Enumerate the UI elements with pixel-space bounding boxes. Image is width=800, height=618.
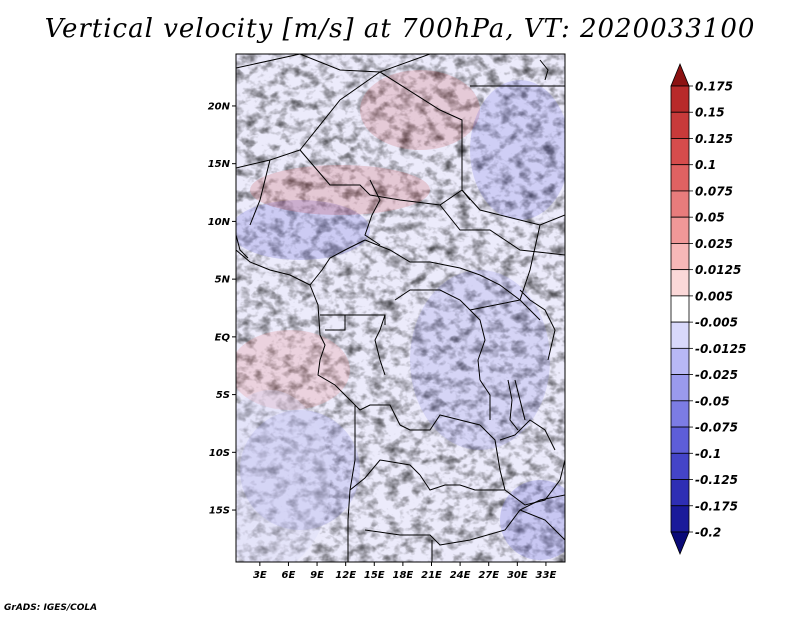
colorbar-box: [670, 347, 690, 375]
colorbar-label: 0.175: [695, 80, 733, 94]
lat-tick-label: EQ: [215, 332, 231, 343]
colorbar: 0.175 0.15 0.125 0.1 0.075 0.05 0.025 0.0125 0.0…: [670, 62, 746, 556]
colorbar-label: 0.025: [695, 237, 733, 251]
longitude-axis: 3E 6E 9E 12E 15E 18E 21E 24E 27E 30E 33E: [253, 562, 557, 581]
lon-tick-label: 24E: [450, 570, 471, 581]
colorbar-box: [670, 243, 690, 271]
colorbar-label: -0.175: [695, 499, 738, 513]
colorbar-box: [670, 295, 690, 323]
colorbar-label: -0.05: [695, 394, 730, 408]
lon-tick-label: 27E: [478, 570, 499, 581]
colorbar-label: 0.05: [695, 211, 725, 225]
lon-tick-label: 30E: [507, 570, 528, 581]
colorbar-box: [670, 138, 690, 166]
colorbar-box: [670, 505, 690, 533]
colorbar-label: -0.125: [695, 473, 738, 487]
colorbar-box: [670, 321, 690, 349]
vertical-velocity-field: [236, 54, 565, 562]
colorbar-label: 0.125: [695, 132, 733, 146]
lon-tick-label: 15E: [364, 570, 385, 581]
country-borders: [236, 54, 565, 562]
chart-title: Vertical velocity [m/s] at 700hPa, VT: 2…: [44, 14, 756, 44]
lat-tick-label: 5N: [215, 275, 231, 286]
colorbar-label: 0.075: [695, 184, 733, 198]
colorbar-label: -0.075: [695, 421, 738, 435]
colorbar-label: -0.0125: [695, 342, 746, 356]
colorbar-label: -0.005: [695, 316, 738, 330]
colorbar-box: [670, 269, 690, 297]
lon-tick-label: 9E: [310, 570, 324, 581]
colorbar-box: [670, 216, 690, 244]
colorbar-bottom-arrow: [670, 531, 690, 556]
colorbar-label: 0.15: [695, 106, 725, 120]
colorbar-label: 0.0125: [695, 263, 741, 277]
colorbar-box: [670, 400, 690, 428]
latitude-axis: 20N 15N 10N 5N EQ 5S 10S 15S: [208, 101, 236, 517]
lat-tick-label: 15N: [208, 159, 231, 170]
colorbar-label: 0.1: [695, 158, 716, 172]
colorbar-box: [670, 479, 690, 507]
lon-tick-label: 6E: [282, 570, 296, 581]
colorbar-box: [670, 374, 690, 402]
lon-tick-label: 3E: [253, 570, 267, 581]
colorbar-box: [670, 426, 690, 454]
colorbar-label: -0.1: [695, 447, 721, 461]
colorbar-box: [670, 85, 690, 113]
colorbar-box: [670, 111, 690, 139]
lon-tick-label: 33E: [536, 570, 557, 581]
lon-tick-label: 12E: [335, 570, 356, 581]
colorbar-box: [670, 190, 690, 218]
colorbar-top-arrow: [670, 62, 690, 87]
lat-tick-label: 5S: [216, 390, 230, 401]
colorbar-label: 0.005: [695, 289, 733, 303]
lon-tick-label: 21E: [421, 570, 442, 581]
colorbar-label: -0.2: [695, 526, 721, 540]
lat-tick-label: 15S: [209, 506, 230, 517]
colorbar-box: [670, 164, 690, 192]
grads-credit: GrADS: IGES/COLA: [4, 603, 98, 613]
lat-tick-label: 10N: [208, 217, 231, 228]
colorbar-label: -0.025: [695, 368, 738, 382]
lon-tick-label: 18E: [393, 570, 414, 581]
colorbar-box: [670, 452, 690, 480]
lat-tick-label: 10S: [209, 448, 230, 459]
lat-tick-label: 20N: [208, 101, 231, 112]
